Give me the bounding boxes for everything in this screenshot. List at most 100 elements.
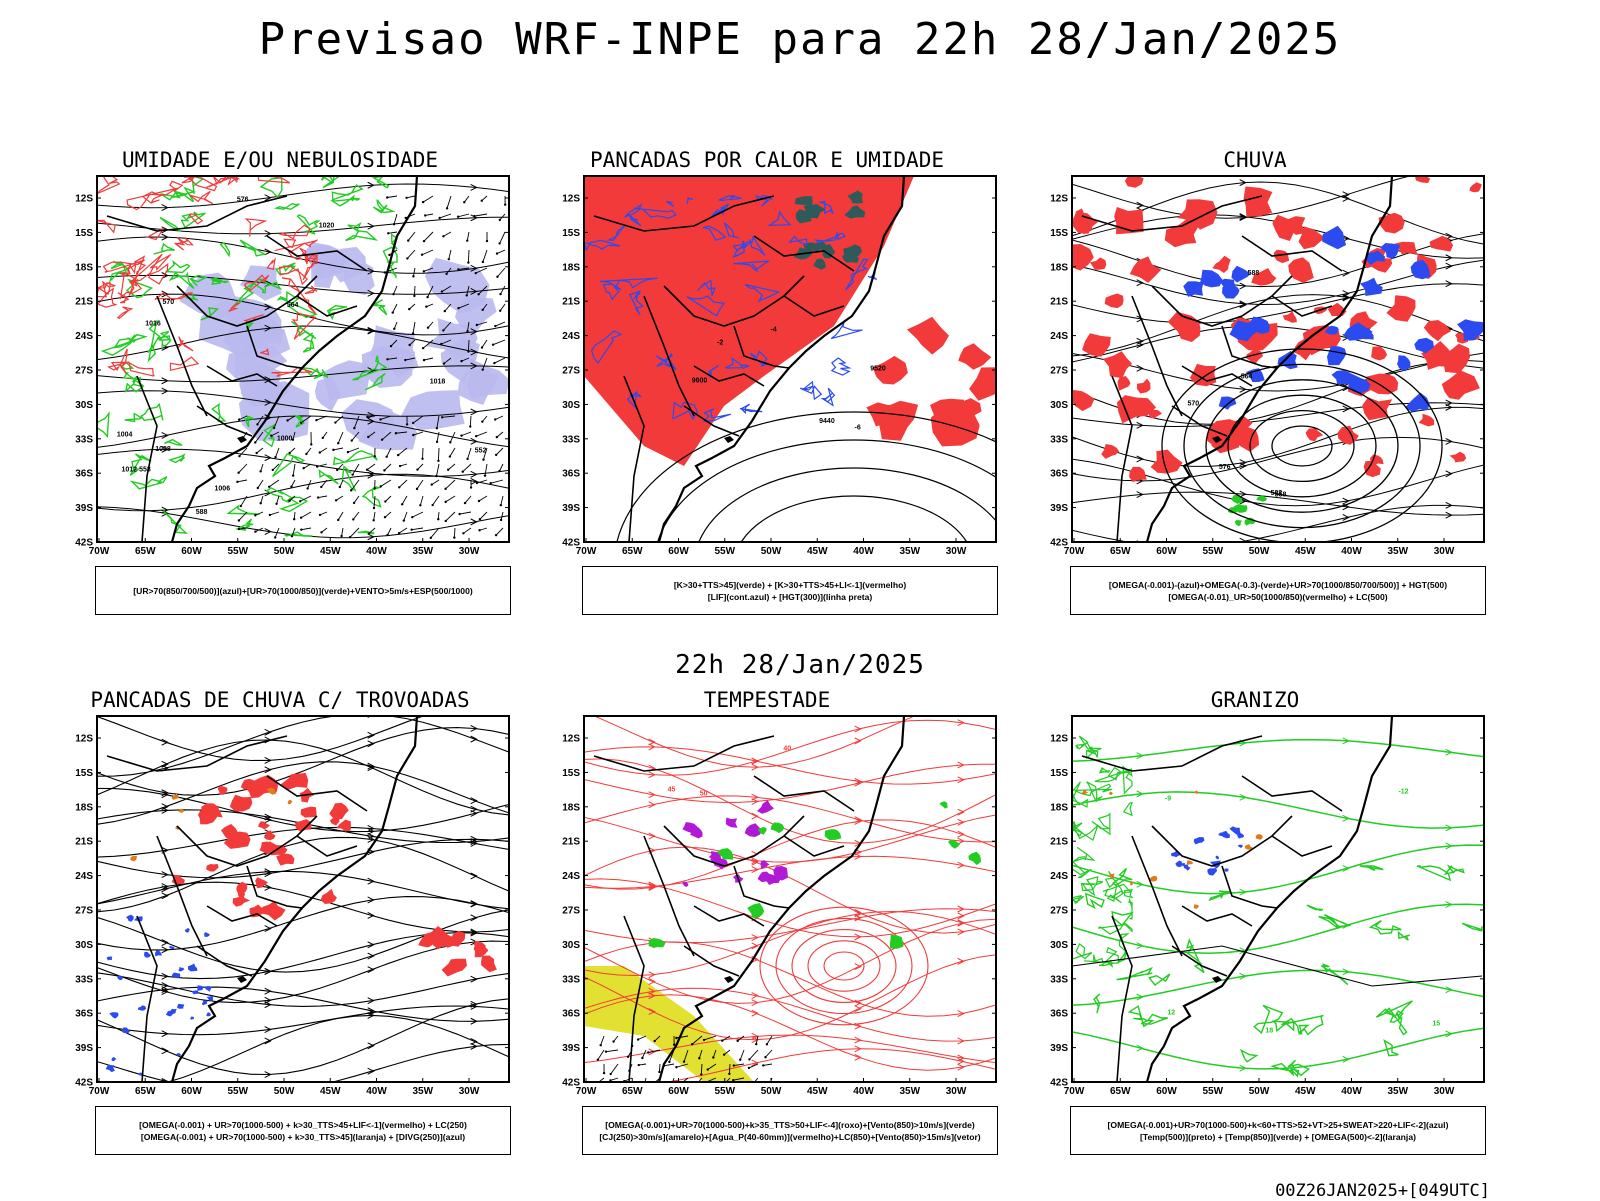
contour-label: 50: [700, 791, 708, 798]
caption-line: [OMEGA(-0.001) + UR>70(1000-500) + k>30_…: [139, 1119, 467, 1131]
caption-line: [UR>70(850/700/500)](azul)+[UR>70(1000/8…: [133, 585, 472, 597]
contour-label: 18: [1265, 1027, 1273, 1034]
lat-tick-label: 39S: [75, 503, 93, 514]
lat-tick-label: 33S: [1050, 434, 1068, 445]
contour-label: -12: [1398, 789, 1408, 796]
lat-tick-label: 15S: [562, 768, 580, 779]
main-title: Previsao WRF-INPE para 22h 28/Jan/2025: [0, 14, 1600, 65]
lat-tick-label: 18S: [562, 262, 580, 273]
lat-tick-label: 24S: [75, 331, 93, 342]
map-figure: -12-912151812S15S18S21S24S27S30S33S36S39…: [1020, 710, 1490, 1105]
panel-caption: [K>30+TTS>45](verde) + [K>30+TTS>45+LI<-…: [582, 566, 998, 615]
lat-tick-label: 33S: [75, 434, 93, 445]
lon-tick-label: 70W: [1064, 1086, 1085, 1097]
contour-label: 9520: [870, 365, 886, 372]
caption-line: [Temp(500)](preto) + [Temp(850)](verde) …: [1140, 1131, 1416, 1143]
lat-tick-label: 36S: [75, 469, 93, 480]
contour-label: -6: [855, 424, 861, 431]
lon-tick-label: 35W: [1387, 546, 1408, 557]
lon-tick-label: 70W: [89, 546, 110, 557]
lon-tick-label: 65W: [1110, 1086, 1131, 1097]
lat-tick-label: 12S: [562, 734, 580, 745]
lon-tick-label: 60W: [181, 546, 202, 557]
lat-tick-label: 36S: [562, 469, 580, 480]
lat-tick-label: 30S: [562, 400, 580, 411]
lat-tick-label: 12S: [1050, 734, 1068, 745]
lon-tick-label: 40W: [853, 1086, 874, 1097]
lat-tick-label: 36S: [1050, 469, 1068, 480]
contour-label: 12: [1167, 1010, 1175, 1017]
map-figure: 960095209440-4-2-612S15S18S21S24S27S30S3…: [532, 170, 1002, 565]
contour-label: -4: [771, 326, 777, 333]
panel-title: PANCADAS POR CALOR E UMIDADE: [532, 148, 1002, 172]
lon-tick-label: 35W: [899, 546, 920, 557]
lon-tick-label: 65W: [135, 546, 156, 557]
lon-tick-label: 50W: [1249, 546, 1270, 557]
lat-tick-label: 21S: [562, 837, 580, 848]
contour-label: -9: [1165, 796, 1171, 803]
contour-label: 1000: [277, 436, 293, 443]
lat-tick-label: 39S: [75, 1043, 93, 1054]
caption-line: [OMEGA(-0.001)+UR>70(1000-500)+k<60+TTS>…: [1108, 1119, 1449, 1131]
contour-label: 40: [783, 746, 791, 753]
lat-tick-label: 18S: [75, 262, 93, 273]
lon-tick-label: 50W: [1249, 1086, 1270, 1097]
lat-tick-label: 15S: [1050, 228, 1068, 239]
lat-tick-label: 24S: [75, 871, 93, 882]
panel-caption: [OMEGA(-0.001) + UR>70(1000-500) + k>30_…: [95, 1106, 511, 1155]
lon-tick-label: 55W: [714, 1086, 735, 1097]
panel-caption: [UR>70(850/700/500)](azul)+[UR>70(1000/8…: [95, 566, 511, 615]
lat-tick-label: 18S: [75, 802, 93, 813]
panel-title: UMIDADE E/OU NEBULOSIDADE: [45, 148, 515, 172]
lon-tick-label: 70W: [576, 546, 597, 557]
lat-tick-label: 15S: [1050, 768, 1068, 779]
contour-label: 9440: [819, 418, 835, 425]
contour-label: 552: [475, 447, 487, 454]
lat-tick-label: 21S: [75, 297, 93, 308]
lat-tick-label: 12S: [75, 734, 93, 745]
lat-tick-label: 36S: [75, 1009, 93, 1020]
lon-tick-label: 65W: [622, 546, 643, 557]
lat-tick-label: 12S: [562, 194, 580, 205]
contour-label: 570: [162, 299, 174, 306]
lon-tick-label: 55W: [227, 1086, 248, 1097]
lon-tick-label: 65W: [135, 1086, 156, 1097]
lat-tick-label: 33S: [75, 974, 93, 985]
lat-tick-label: 21S: [1050, 837, 1068, 848]
lat-tick-label: 21S: [75, 837, 93, 848]
panel-caption: [OMEGA(-0.001)+UR>70(1000-500)+k>35_TTS>…: [582, 1106, 998, 1155]
contour-label: 588: [196, 509, 208, 516]
map-figure: 40455012S15S18S21S24S27S30S33S36S39S42S7…: [532, 710, 1002, 1105]
lat-tick-label: 27S: [1050, 366, 1068, 377]
lon-tick-label: 50W: [274, 546, 295, 557]
lon-tick-label: 35W: [412, 1086, 433, 1097]
lat-tick-label: 24S: [562, 331, 580, 342]
map-figure: 58858257657056455812S15S18S21S24S27S30S3…: [1020, 170, 1490, 565]
lat-tick-label: 21S: [1050, 297, 1068, 308]
lat-tick-label: 18S: [1050, 802, 1068, 813]
contour-label: 1016: [145, 321, 161, 328]
lat-tick-label: 33S: [562, 974, 580, 985]
map-field-layer: [97, 710, 509, 1096]
lon-tick-label: 65W: [1110, 546, 1131, 557]
lon-tick-label: 60W: [181, 1086, 202, 1097]
lat-tick-label: 24S: [562, 871, 580, 882]
contour-label: 1012: [121, 467, 137, 474]
contour-label: 1020: [319, 223, 335, 230]
lon-tick-label: 40W: [853, 546, 874, 557]
lat-tick-label: 21S: [562, 297, 580, 308]
caption-line: [OMEGA(-0.001)+UR>70(1000-500)+k>35_TTS>…: [605, 1119, 974, 1131]
lon-tick-label: 40W: [366, 546, 387, 557]
lon-tick-label: 60W: [668, 1086, 689, 1097]
lon-tick-label: 45W: [320, 1086, 341, 1097]
contour-label: 9600: [692, 377, 708, 384]
contour-label: 576: [237, 197, 249, 204]
contour-label: 1004: [117, 431, 133, 438]
panel-caption: [OMEGA(-0.001)+UR>70(1000-500)+k<60+TTS>…: [1070, 1106, 1486, 1155]
lon-tick-label: 30W: [459, 546, 480, 557]
